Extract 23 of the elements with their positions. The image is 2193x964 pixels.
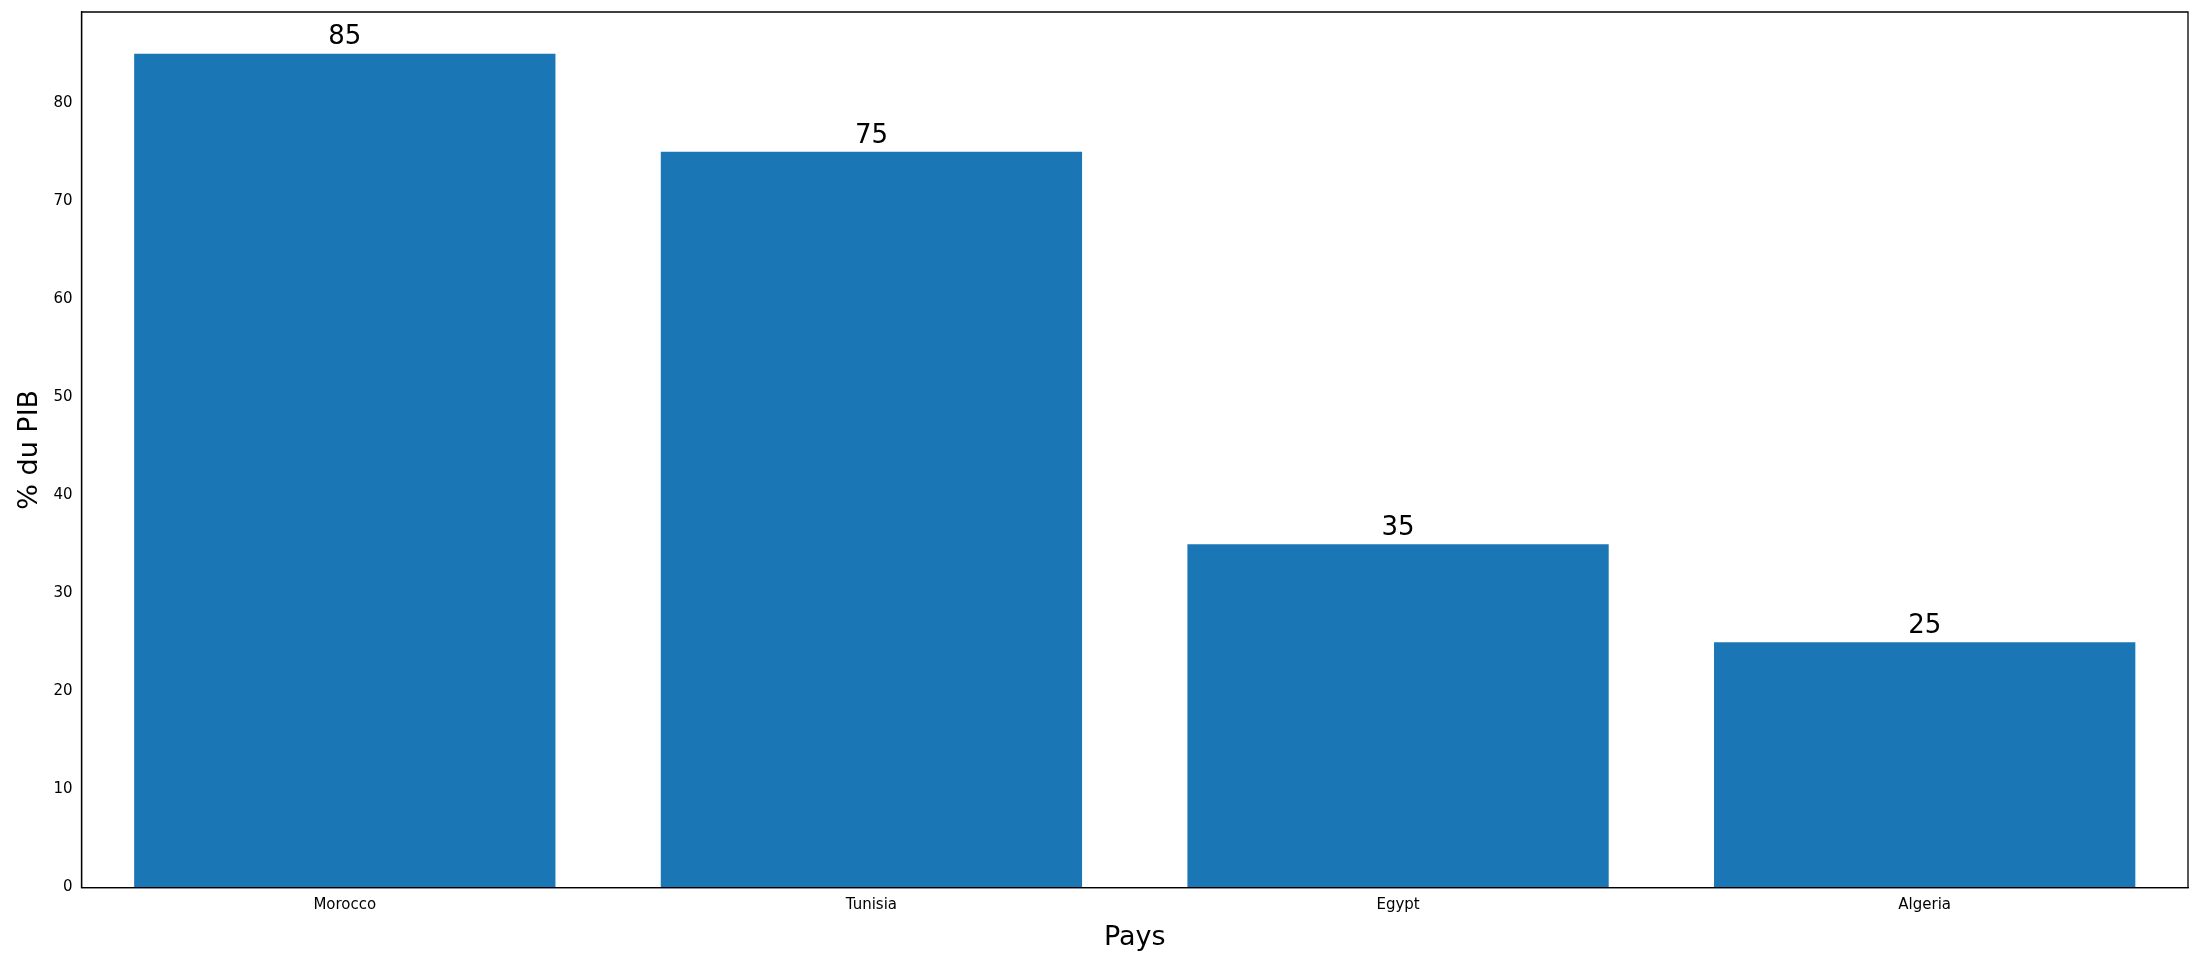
y-tick-label: 50: [53, 386, 73, 405]
y-tick-label: 20: [53, 681, 73, 700]
y-tick-label: 60: [53, 288, 73, 307]
y-tick-label: 10: [53, 779, 73, 798]
y-tick-label: 80: [53, 92, 73, 111]
data-label: 25: [1908, 609, 1942, 640]
bar: [1187, 544, 1609, 888]
x-tick-label: Algeria: [1898, 895, 1952, 914]
y-tick-label: 70: [53, 190, 73, 209]
y-tick-label: 0: [62, 877, 73, 896]
data-label: 85: [328, 20, 362, 51]
x-axis-title: Pays: [1103, 919, 1166, 951]
data-label: 35: [1381, 510, 1415, 541]
y-axis-title: % du PIB: [12, 389, 44, 510]
data-label: 75: [854, 118, 888, 149]
x-tick-label: Morocco: [313, 895, 377, 914]
bar: [660, 151, 1083, 888]
x-tick-label: Tunisia: [844, 895, 898, 914]
x-tick-label: Egypt: [1376, 895, 1420, 914]
y-tick-label: 30: [53, 583, 73, 602]
bar: [134, 53, 556, 888]
y-tick-label: 40: [53, 485, 73, 504]
bar: [1714, 642, 2136, 888]
